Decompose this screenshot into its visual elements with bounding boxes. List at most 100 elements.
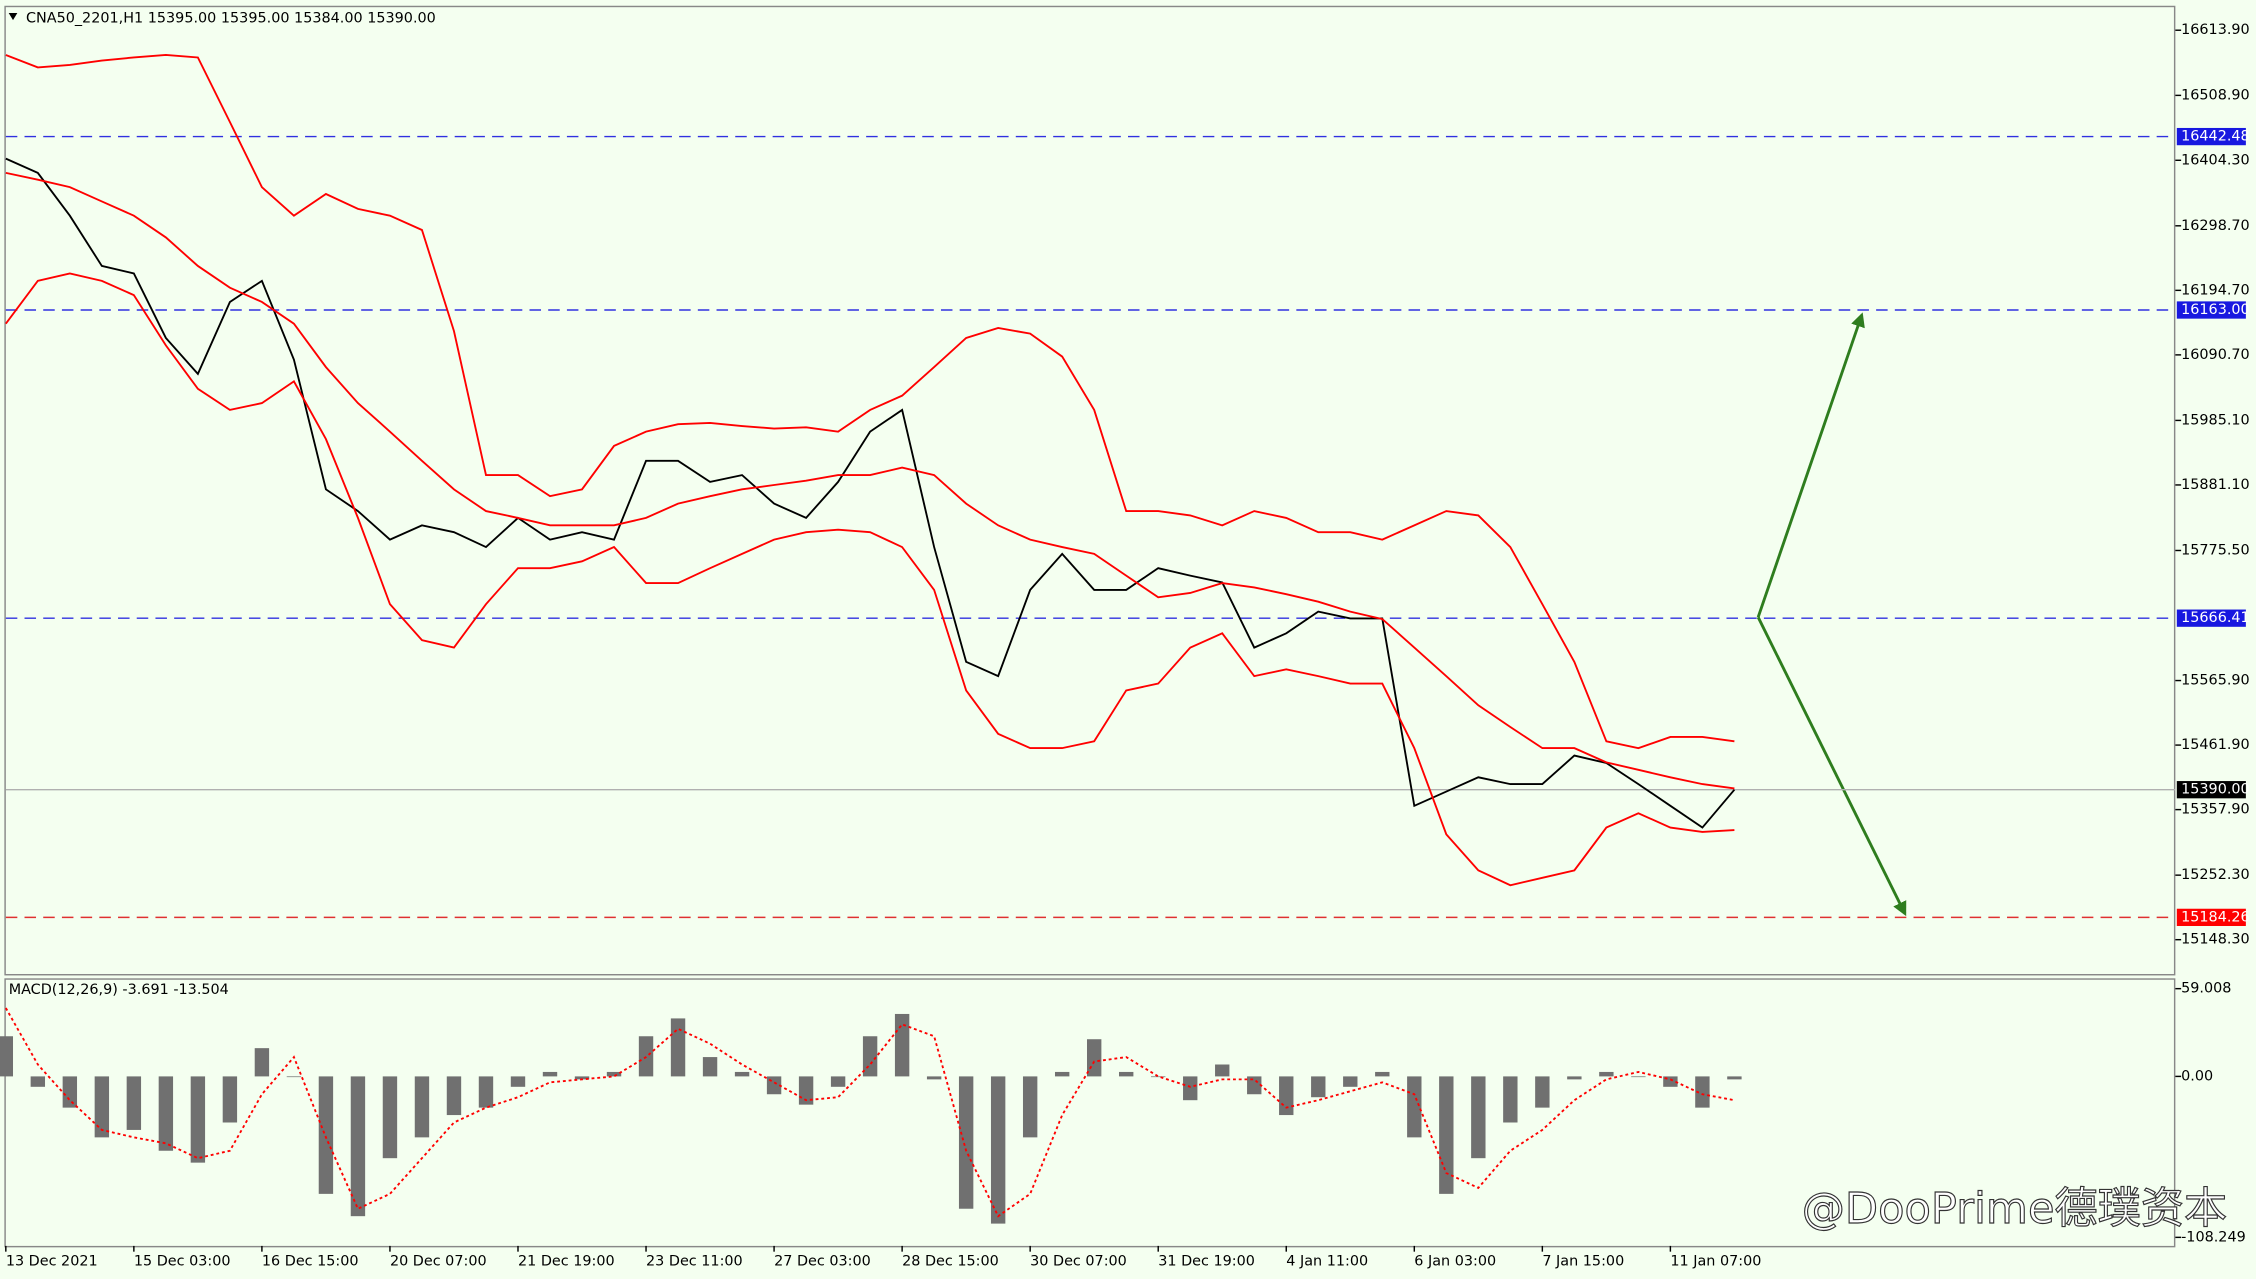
- x-tick-label: 23 Dec 11:00: [646, 1254, 743, 1270]
- down-arrow: [1756, 616, 1907, 917]
- level-label-bg: [2176, 781, 2246, 799]
- series-line: [5, 1007, 1735, 1218]
- histogram-bar: [990, 1076, 1006, 1224]
- y-tick-label: 15148.30: [2181, 932, 2250, 948]
- histogram-bar: [670, 1018, 686, 1077]
- histogram-bar: [1407, 1076, 1422, 1138]
- level-label-bg: [2176, 609, 2246, 627]
- main-frame: [4, 5, 2176, 976]
- histogram-bar: [30, 1076, 46, 1087]
- series-line: [5, 272, 1735, 887]
- x-tick-label: 28 Dec 15:00: [902, 1254, 999, 1270]
- histogram-bar: [1631, 1076, 1646, 1078]
- histogram-bar: [446, 1076, 462, 1116]
- x-tick-label: 30 Dec 07:00: [1030, 1254, 1127, 1270]
- histogram-bar: [510, 1076, 526, 1087]
- histogram-bar: [478, 1076, 494, 1108]
- histogram-bar: [1567, 1076, 1582, 1080]
- macd-title: MACD(12,26,9) -3.691 -13.504: [9, 982, 229, 998]
- y-tick-label: 16613.90: [2181, 22, 2250, 38]
- level-label-bg: [2176, 908, 2246, 926]
- histogram-bar: [1086, 1039, 1102, 1077]
- level-label-bg: [2176, 301, 2246, 319]
- histogram-bar: [1215, 1064, 1230, 1077]
- x-tick-label: 15 Dec 03:00: [134, 1254, 231, 1270]
- x-tick-label: 4 Jan 11:00: [1286, 1254, 1368, 1270]
- histogram-bar: [1279, 1076, 1294, 1116]
- histogram-bar: [126, 1076, 142, 1130]
- histogram-bar: [222, 1076, 238, 1123]
- x-tick-label: 13 Dec 2021: [6, 1254, 98, 1270]
- histogram-bar: [958, 1076, 974, 1209]
- histogram-bar: [158, 1076, 174, 1151]
- y-tick-label: 0.00: [2181, 1068, 2213, 1084]
- histogram-bar: [414, 1076, 430, 1138]
- x-tick-label: 7 Jan 15:00: [1542, 1254, 1624, 1270]
- x-tick-label: 20 Dec 07:00: [390, 1254, 487, 1270]
- histogram-bar: [894, 1013, 910, 1077]
- histogram-bar: [606, 1071, 622, 1077]
- x-tick-label: 21 Dec 19:00: [518, 1254, 615, 1270]
- histogram-bar: [286, 1076, 302, 1078]
- histogram-bar: [830, 1076, 846, 1087]
- histogram-bar: [190, 1076, 206, 1163]
- histogram-bar: [574, 1076, 590, 1080]
- histogram-bar: [1535, 1076, 1550, 1108]
- y-tick-label: -108.249: [2181, 1229, 2246, 1245]
- y-tick-label: 15252.30: [2181, 867, 2250, 883]
- histogram-bar: [926, 1076, 942, 1080]
- histogram-bar: [702, 1057, 718, 1077]
- y-tick-label: 16404.30: [2181, 152, 2250, 168]
- level-label: 16442.48: [2181, 129, 2250, 145]
- y-tick-label: 15565.90: [2181, 673, 2250, 689]
- level-label: 15390.00: [2181, 782, 2250, 798]
- histogram-bar: [382, 1076, 398, 1159]
- macd-frame: [4, 978, 2176, 1248]
- series-line: [5, 54, 1735, 750]
- y-tick-label: 16194.70: [2181, 282, 2250, 298]
- histogram-bar: [1343, 1076, 1358, 1087]
- level-label: 15184.26: [2181, 909, 2250, 925]
- histogram-bar: [1022, 1076, 1038, 1138]
- y-tick-label: 15775.50: [2181, 542, 2250, 558]
- y-tick-label: 16090.70: [2181, 347, 2250, 363]
- histogram-bar: [254, 1048, 270, 1077]
- x-tick-label: 31 Dec 19:00: [1158, 1254, 1255, 1270]
- histogram-bar: [1119, 1071, 1134, 1077]
- level-label: 16163.00: [2181, 302, 2250, 318]
- histogram-bar: [1663, 1076, 1678, 1087]
- histogram-bar: [734, 1071, 750, 1077]
- histogram-bar: [94, 1076, 110, 1138]
- histogram-bar: [0, 1036, 14, 1077]
- series-line: [5, 171, 1735, 790]
- histogram-bar: [318, 1076, 334, 1194]
- y-tick-label: 15881.10: [2181, 477, 2250, 493]
- up-arrow: [1756, 312, 1865, 618]
- histogram-bar: [1727, 1076, 1742, 1080]
- level-label: 15666.41: [2181, 610, 2250, 626]
- histogram-bar: [798, 1076, 814, 1105]
- histogram-bar: [62, 1076, 78, 1108]
- x-tick-label: 6 Jan 03:00: [1414, 1254, 1496, 1270]
- histogram-bar: [1247, 1076, 1262, 1095]
- histogram-bar: [1503, 1076, 1518, 1123]
- histogram-bar: [766, 1076, 782, 1095]
- y-tick-label: 15461.90: [2181, 737, 2250, 753]
- histogram-bar: [862, 1036, 878, 1077]
- histogram-bar: [1054, 1071, 1070, 1077]
- menu-arrow: [8, 12, 18, 21]
- histogram-bar: [1695, 1076, 1710, 1108]
- y-tick-label: 15357.90: [2181, 802, 2250, 818]
- histogram-bar: [1311, 1076, 1326, 1098]
- histogram-bar: [350, 1076, 366, 1217]
- level-label-bg: [2176, 127, 2246, 146]
- histogram-bar: [638, 1036, 654, 1077]
- y-tick-label: 59.008: [2181, 981, 2231, 997]
- chart-title: CNA50_2201,H1 15395.00 15395.00 15384.00…: [26, 11, 436, 27]
- y-tick-label: 16298.70: [2181, 218, 2250, 234]
- histogram-bar: [1375, 1071, 1390, 1077]
- y-tick-label: 15985.10: [2181, 412, 2250, 428]
